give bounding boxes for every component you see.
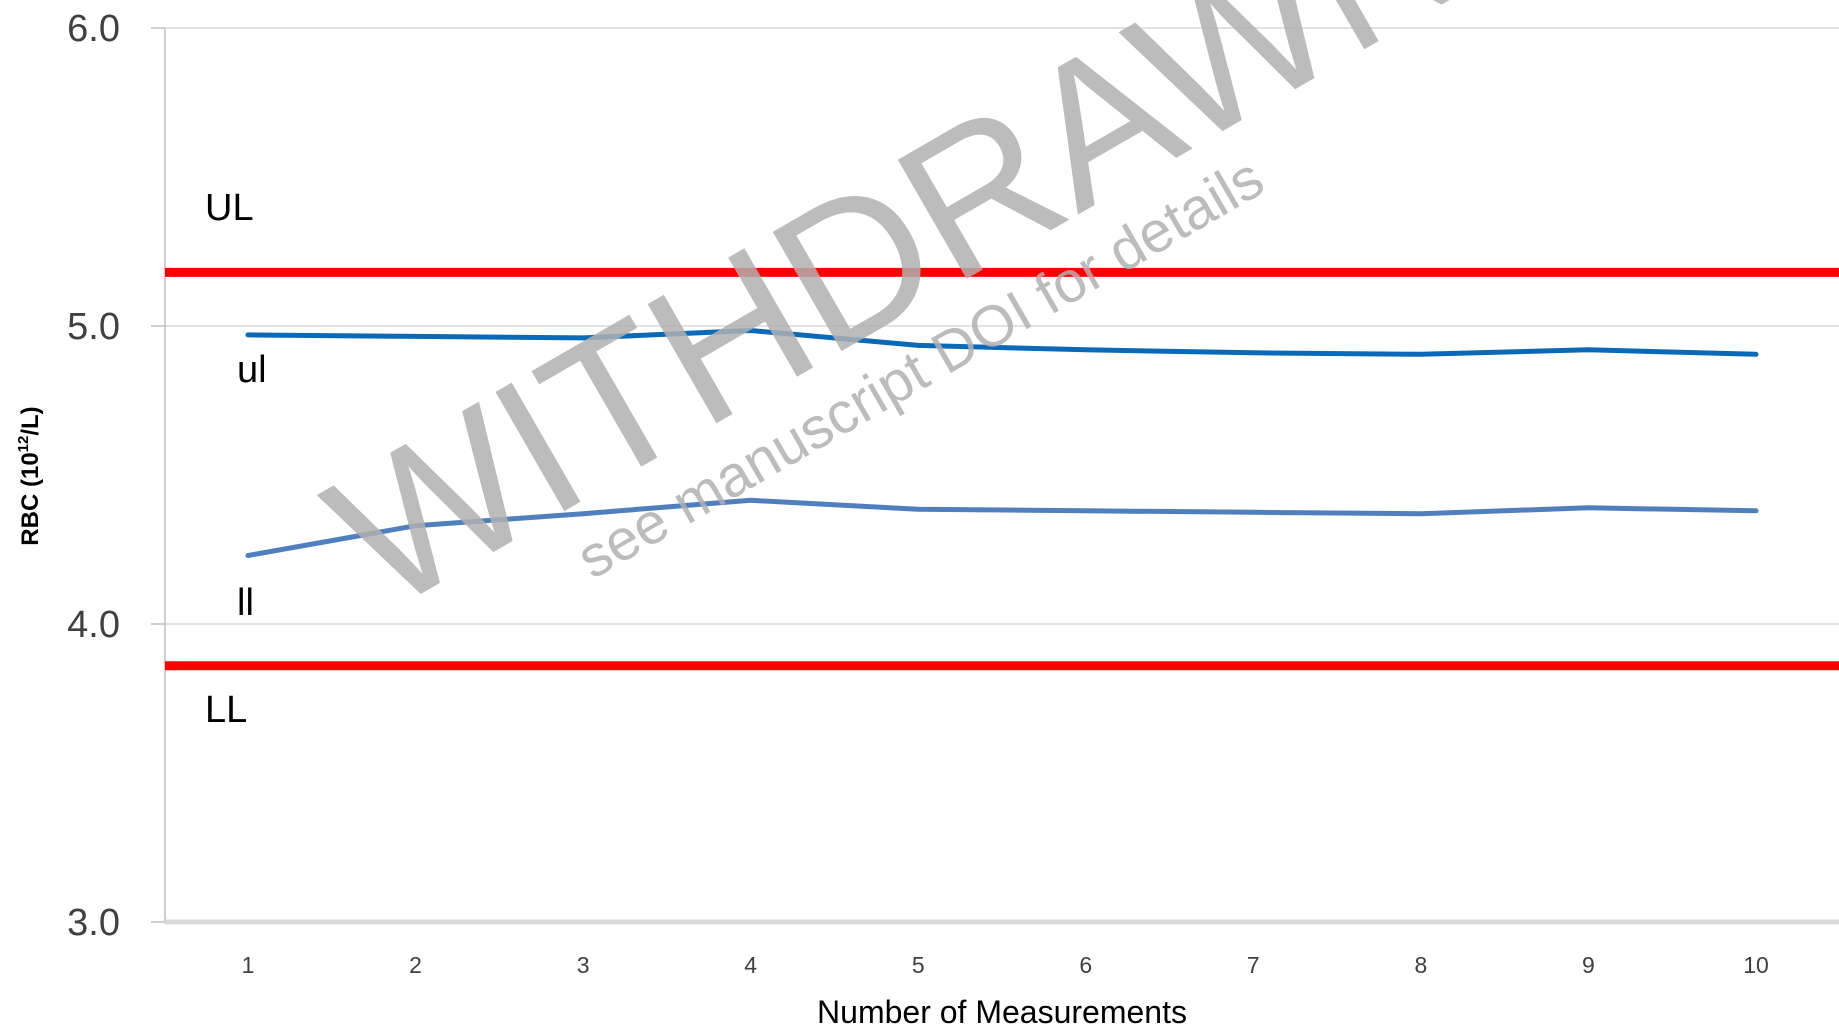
limit-lines bbox=[165, 267, 1839, 671]
y-axis-label-tail: /L) bbox=[17, 406, 44, 435]
gridlines bbox=[165, 27, 1839, 625]
x-tick-label: 4 bbox=[744, 952, 757, 978]
y-axis-ticks: 3.0 4.0 5.0 6.0 bbox=[67, 8, 165, 944]
x-tick-label: 8 bbox=[1414, 952, 1427, 978]
x-tick-label: 6 bbox=[1079, 952, 1092, 978]
x-tick-label: 7 bbox=[1247, 952, 1260, 978]
y-axis-label: RBC (1012/L) bbox=[15, 406, 44, 545]
y-tick-label: 3.0 bbox=[67, 902, 120, 944]
lower-series-label: ll bbox=[237, 582, 254, 624]
y-tick-label: 5.0 bbox=[67, 306, 120, 348]
y-axis-label-superscript: 12 bbox=[15, 436, 32, 453]
series-line-ul bbox=[245, 328, 1759, 357]
y-axis-label-main: RBC (10 bbox=[17, 452, 44, 545]
series-line-ll bbox=[245, 497, 1759, 558]
y-tick-label: 4.0 bbox=[67, 604, 120, 646]
upper-series-label: ul bbox=[237, 349, 267, 391]
x-axis-ticks: 1 2 3 4 5 6 7 8 9 10 bbox=[242, 952, 1769, 978]
x-axis-label: Number of Measurements bbox=[817, 994, 1187, 1030]
x-tick-label: 1 bbox=[242, 952, 255, 978]
series-lines bbox=[245, 328, 1759, 558]
upper-limit-label: UL bbox=[205, 187, 254, 229]
x-tick-label: 3 bbox=[577, 952, 590, 978]
x-tick-label: 5 bbox=[912, 952, 925, 978]
lower-limit-label: LL bbox=[205, 689, 247, 731]
x-tick-label: 9 bbox=[1582, 952, 1595, 978]
y-tick-label: 6.0 bbox=[67, 8, 120, 50]
x-tick-label: 10 bbox=[1743, 952, 1769, 978]
x-tick-label: 2 bbox=[409, 952, 422, 978]
